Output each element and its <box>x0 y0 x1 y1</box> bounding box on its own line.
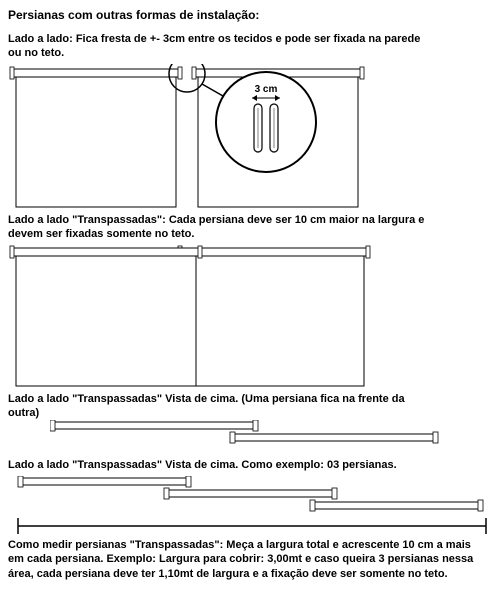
measure-line <box>18 518 486 534</box>
topview3-bar-2 <box>164 488 337 499</box>
diagram-topview-2 <box>50 420 450 450</box>
topview-bar-1 <box>50 420 258 431</box>
topview3-bar-1 <box>18 476 191 487</box>
blind-left <box>10 67 182 207</box>
section3-text: Lado a lado "Transpassadas" Vista de cim… <box>8 392 428 421</box>
blind-front <box>10 246 202 386</box>
section4-text: Lado a lado "Transpassadas" Vista de cim… <box>8 458 458 472</box>
zoom-detail: 3 cm <box>216 72 316 172</box>
diagram-overlapping <box>8 243 388 393</box>
diagram-topview-3 <box>8 476 498 536</box>
diagram-side-by-side: 3 cm <box>8 64 368 214</box>
section2-text: Lado a lado "Transpassadas": Cada persia… <box>8 213 428 242</box>
blind-back <box>178 246 370 386</box>
gap-label: 3 cm <box>255 84 278 95</box>
section5-text: Como medir persianas "Transpassadas": Me… <box>8 538 488 581</box>
page-title: Persianas com outras formas de instalaçã… <box>8 8 259 24</box>
section1-text: Lado a lado: Fica fresta de +- 3cm entre… <box>8 32 428 61</box>
topview3-bar-3 <box>310 500 483 511</box>
topview-bar-2 <box>230 432 438 443</box>
